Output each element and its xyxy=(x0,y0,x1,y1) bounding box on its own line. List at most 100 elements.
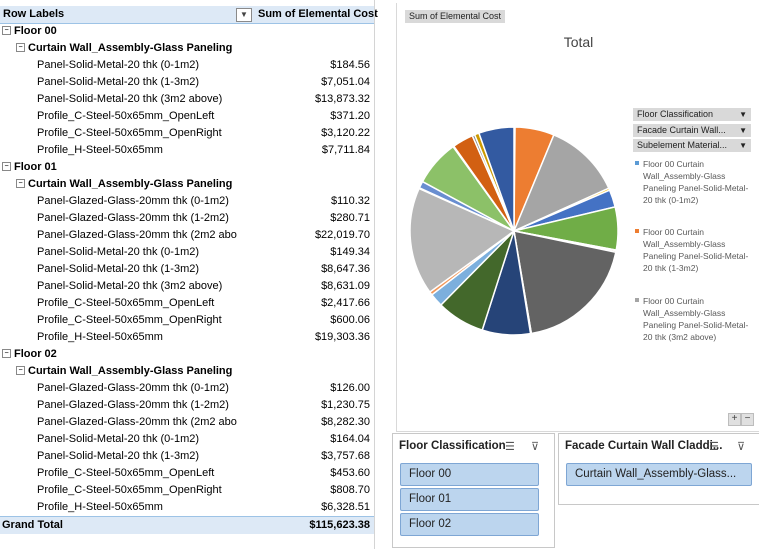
row-label-text: Panel-Solid-Metal-20 thk (1-3m2) xyxy=(37,263,200,275)
clear-filter-icon[interactable]: ⊽ xyxy=(531,441,540,453)
row-label-text: Panel-Glazed-Glass-20mm thk (1-2m2) xyxy=(37,399,229,411)
row-value: $184.56 xyxy=(330,59,370,71)
legend-entry[interactable]: Floor 00 Curtain Wall_Assembly-Glass Pan… xyxy=(635,158,755,206)
row-label-text: Panel-Glazed-Glass-20mm thk (0-1m2) xyxy=(37,195,229,207)
row-labels-filter-icon[interactable]: ▼ xyxy=(236,8,252,22)
row-label: Profile_C-Steel-50x65mm_OpenRight xyxy=(37,482,222,499)
row-label: Profile_C-Steel-50x65mm_OpenRight xyxy=(37,125,222,142)
row-label: Panel-Solid-Metal-20 thk (1-3m2) xyxy=(37,448,199,465)
row-label-text: Panel-Solid-Metal-20 thk (1-3m2) xyxy=(37,450,200,462)
value-field-button[interactable]: Sum of Elemental Cost xyxy=(405,10,506,23)
pie-slice[interactable] xyxy=(512,133,610,233)
collapse-toggle-icon[interactable]: − xyxy=(16,365,25,375)
floor-group-row[interactable]: − Floor 00 xyxy=(0,23,374,40)
row-label: Profile_C-Steel-50x65mm_OpenRight xyxy=(37,312,222,329)
table-row: Profile_H-Steel-50x65mm $6,328.51 xyxy=(0,499,374,516)
collapse-toggle-icon[interactable]: − xyxy=(2,348,11,358)
grand-total-value: $115,623.38 xyxy=(309,519,370,531)
legend-label: Floor 00 Curtain Wall_Assembly-Glass Pan… xyxy=(643,159,749,205)
multi-select-icon[interactable]: ☰ xyxy=(505,441,515,453)
row-value: $600.06 xyxy=(330,314,370,326)
slicer-item-floor-01[interactable]: Floor 01 xyxy=(400,488,539,511)
collapse-toggle-icon[interactable]: − xyxy=(16,178,25,188)
field-button-floor-classification[interactable]: Floor Classification ▼ xyxy=(633,108,751,121)
collapse-field-icon[interactable]: − xyxy=(741,413,754,426)
pie-slice[interactable] xyxy=(409,187,516,294)
row-value: $7,051.04 xyxy=(321,76,370,88)
slicer-item-curtain-wall-assembly[interactable]: Curtain Wall_Assembly-Glass... xyxy=(566,463,752,486)
row-label-text: Panel-Solid-Metal-20 thk (3m2 above) xyxy=(37,280,223,292)
row-value: $22,019.70 xyxy=(314,229,370,241)
value-field-header[interactable]: Sum of Elemental Cost xyxy=(258,8,378,20)
assembly-group-row[interactable]: − Curtain Wall_Assembly-Glass Paneling xyxy=(0,363,374,380)
collapse-toggle-icon[interactable]: − xyxy=(2,25,11,35)
table-row: Panel-Glazed-Glass-20mm thk (1-2m2) $280.… xyxy=(0,210,374,227)
row-label-text: Profile_C-Steel-50x65mm_OpenRight xyxy=(37,314,222,326)
row-label-text: Panel-Glazed-Glass-20mm thk (0-1m2) xyxy=(37,382,229,394)
chevron-down-icon: ▼ xyxy=(739,141,747,150)
row-labels-header[interactable]: Row Labels xyxy=(3,8,65,20)
row-label: Panel-Glazed-Glass-20mm thk (0-1m2) xyxy=(37,380,229,397)
slicer-floor-classification[interactable]: Floor Classification ☰ ⊽ Floor 00 Floor … xyxy=(392,433,555,548)
row-label-text: Panel-Solid-Metal-20 thk (0-1m2) xyxy=(37,433,200,445)
row-label: Profile_C-Steel-50x65mm_OpenLeft xyxy=(37,108,214,125)
field-button-subelement-material[interactable]: Subelement Material... ▼ xyxy=(633,139,751,152)
slicer-facade-curtain-wall[interactable]: Facade Curtain Wall Claddi... ☰ ⊽ Curtai… xyxy=(558,433,759,505)
legend-entry[interactable]: Floor 00 Curtain Wall_Assembly-Glass Pan… xyxy=(635,295,755,343)
row-label: Panel-Solid-Metal-20 thk (0-1m2) xyxy=(37,431,199,448)
row-value: $808.70 xyxy=(330,484,370,496)
floor-group-row[interactable]: − Floor 02 xyxy=(0,346,374,363)
row-label-text: Panel-Solid-Metal-20 thk (1-3m2) xyxy=(37,76,200,88)
field-button-label: Floor Classification xyxy=(637,109,714,119)
assembly-group-row[interactable]: − Curtain Wall_Assembly-Glass Paneling xyxy=(0,176,374,193)
pie-slice[interactable] xyxy=(477,126,515,232)
row-label-text: Profile_H-Steel-50x65mm xyxy=(37,331,163,343)
multi-select-icon[interactable]: ☰ xyxy=(709,441,719,453)
clear-filter-icon[interactable]: ⊽ xyxy=(737,441,746,453)
row-value: $8,282.30 xyxy=(321,416,370,428)
row-value: $8,631.09 xyxy=(321,280,370,292)
table-row: Panel-Solid-Metal-20 thk (1-3m2) $8,647.3… xyxy=(0,261,374,278)
legend-bullet-icon xyxy=(635,298,639,302)
row-label: − Curtain Wall_Assembly-Glass Paneling xyxy=(16,176,232,193)
table-row: Profile_C-Steel-50x65mm_OpenLeft $453.60 xyxy=(0,465,374,482)
field-button-facade-curtain-wall[interactable]: Facade Curtain Wall... ▼ xyxy=(633,124,751,137)
collapse-toggle-icon[interactable]: − xyxy=(16,42,25,52)
row-label-text: Profile_C-Steel-50x65mm_OpenLeft xyxy=(37,467,215,479)
row-value: $371.20 xyxy=(330,110,370,122)
row-label: Profile_C-Steel-50x65mm_OpenLeft xyxy=(37,465,214,482)
row-label-text: Panel-Solid-Metal-20 thk (0-1m2) xyxy=(37,59,200,71)
row-label: Profile_H-Steel-50x65mm xyxy=(37,142,163,159)
row-label: − Floor 02 xyxy=(2,346,57,363)
slicer-item-floor-02[interactable]: Floor 02 xyxy=(400,513,539,536)
row-value: $3,757.68 xyxy=(321,450,370,462)
row-label: Panel-Solid-Metal-20 thk (1-3m2) xyxy=(37,261,199,278)
row-label-text: Panel-Glazed-Glass-20mm thk (2m2 abo xyxy=(37,229,237,241)
assembly-group-row[interactable]: − Curtain Wall_Assembly-Glass Paneling xyxy=(0,40,374,57)
row-value: $453.60 xyxy=(330,467,370,479)
row-label: − Curtain Wall_Assembly-Glass Paneling xyxy=(16,40,232,57)
pivot-chart[interactable]: Sum of Elemental Cost Total Floor Classi… xyxy=(396,3,759,432)
row-label-text: Curtain Wall_Assembly-Glass Paneling xyxy=(28,365,233,377)
row-label: Panel-Glazed-Glass-20mm thk (0-1m2) xyxy=(37,193,229,210)
collapse-toggle-icon[interactable]: − xyxy=(2,161,11,171)
slicer-item-floor-00[interactable]: Floor 00 xyxy=(400,463,539,486)
table-row: Panel-Glazed-Glass-20mm thk (2m2 abo $22,… xyxy=(0,227,374,244)
row-label: Panel-Solid-Metal-20 thk (0-1m2) xyxy=(37,57,199,74)
chevron-down-icon: ▼ xyxy=(739,110,747,119)
pie-slice[interactable] xyxy=(513,230,617,335)
row-value: $6,328.51 xyxy=(321,501,370,513)
row-value: $1,230.75 xyxy=(321,399,370,411)
legend-entry[interactable]: Floor 00 Curtain Wall_Assembly-Glass Pan… xyxy=(635,226,755,274)
row-label: Panel-Solid-Metal-20 thk (3m2 above) xyxy=(37,91,222,108)
expand-field-icon[interactable]: + xyxy=(728,413,741,426)
row-label-text: Curtain Wall_Assembly-Glass Paneling xyxy=(28,42,233,54)
table-row: Profile_H-Steel-50x65mm $19,303.36 xyxy=(0,329,374,346)
row-label: Panel-Solid-Metal-20 thk (3m2 above) xyxy=(37,278,222,295)
floor-group-row[interactable]: − Floor 01 xyxy=(0,159,374,176)
table-row: Panel-Solid-Metal-20 thk (1-3m2) $7,051.0… xyxy=(0,74,374,91)
row-value: $8,647.36 xyxy=(321,263,370,275)
row-value: $19,303.36 xyxy=(314,331,370,343)
table-row: Profile_C-Steel-50x65mm_OpenRight $808.70 xyxy=(0,482,374,499)
row-label-text: Floor 02 xyxy=(14,348,57,360)
